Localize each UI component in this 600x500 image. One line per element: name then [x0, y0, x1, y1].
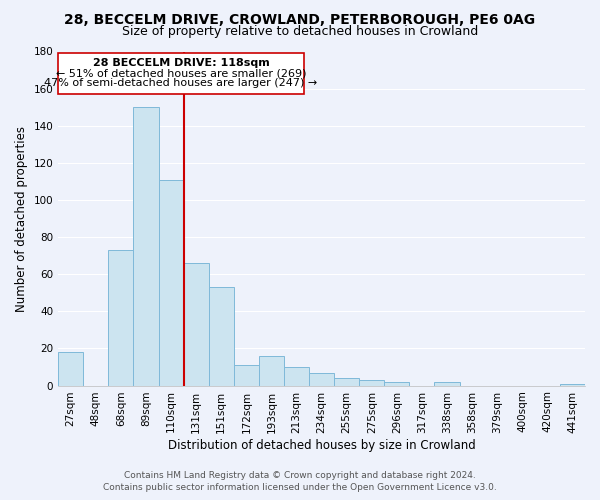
Bar: [234, 365, 259, 386]
Text: Contains HM Land Registry data © Crown copyright and database right 2024.
Contai: Contains HM Land Registry data © Crown c…: [103, 471, 497, 492]
Bar: [58, 352, 83, 386]
Bar: [359, 380, 385, 386]
Bar: [109, 250, 133, 386]
X-axis label: Distribution of detached houses by size in Crowland: Distribution of detached houses by size …: [168, 440, 475, 452]
Text: 28 BECCELM DRIVE: 118sqm: 28 BECCELM DRIVE: 118sqm: [93, 58, 269, 68]
Bar: [434, 382, 460, 386]
Text: 47% of semi-detached houses are larger (247) →: 47% of semi-detached houses are larger (…: [44, 78, 318, 88]
Text: Size of property relative to detached houses in Crowland: Size of property relative to detached ho…: [122, 25, 478, 38]
Bar: [133, 107, 158, 386]
FancyBboxPatch shape: [58, 54, 304, 94]
Y-axis label: Number of detached properties: Number of detached properties: [15, 126, 28, 312]
Bar: [158, 180, 184, 386]
Text: ← 51% of detached houses are smaller (269): ← 51% of detached houses are smaller (26…: [56, 68, 307, 78]
Bar: [560, 384, 585, 386]
Bar: [259, 356, 284, 386]
Bar: [209, 287, 234, 386]
Bar: [385, 382, 409, 386]
Bar: [309, 372, 334, 386]
Bar: [184, 263, 209, 386]
Bar: [284, 367, 309, 386]
Bar: [334, 378, 359, 386]
Text: 28, BECCELM DRIVE, CROWLAND, PETERBOROUGH, PE6 0AG: 28, BECCELM DRIVE, CROWLAND, PETERBOROUG…: [64, 12, 536, 26]
